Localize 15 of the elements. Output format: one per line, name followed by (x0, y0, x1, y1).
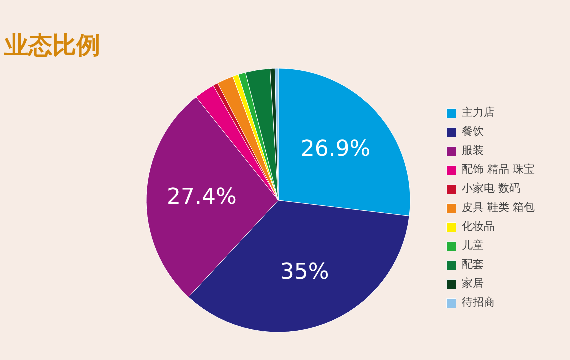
legend-label: 配套 (462, 257, 484, 272)
data-label: 35% (280, 260, 330, 285)
chart-title: 业态比例 (4, 32, 100, 60)
legend-label: 家居 (462, 276, 484, 291)
data-label: 27.4% (167, 185, 237, 210)
legend-label: 餐饮 (462, 124, 484, 139)
legend-label: 待招商 (462, 295, 495, 310)
legend-label: 儿童 (462, 238, 484, 253)
legend-label: 化妆品 (462, 219, 495, 234)
legend-label: 主力店 (462, 105, 495, 120)
legend-label: 配饰 精品 珠宝 (462, 162, 535, 177)
data-label: 26.9% (300, 137, 371, 162)
legend-label: 小家电 数码 (462, 181, 520, 196)
legend-label: 皮具 鞋类 箱包 (462, 200, 535, 215)
legend-label: 服装 (462, 143, 484, 158)
